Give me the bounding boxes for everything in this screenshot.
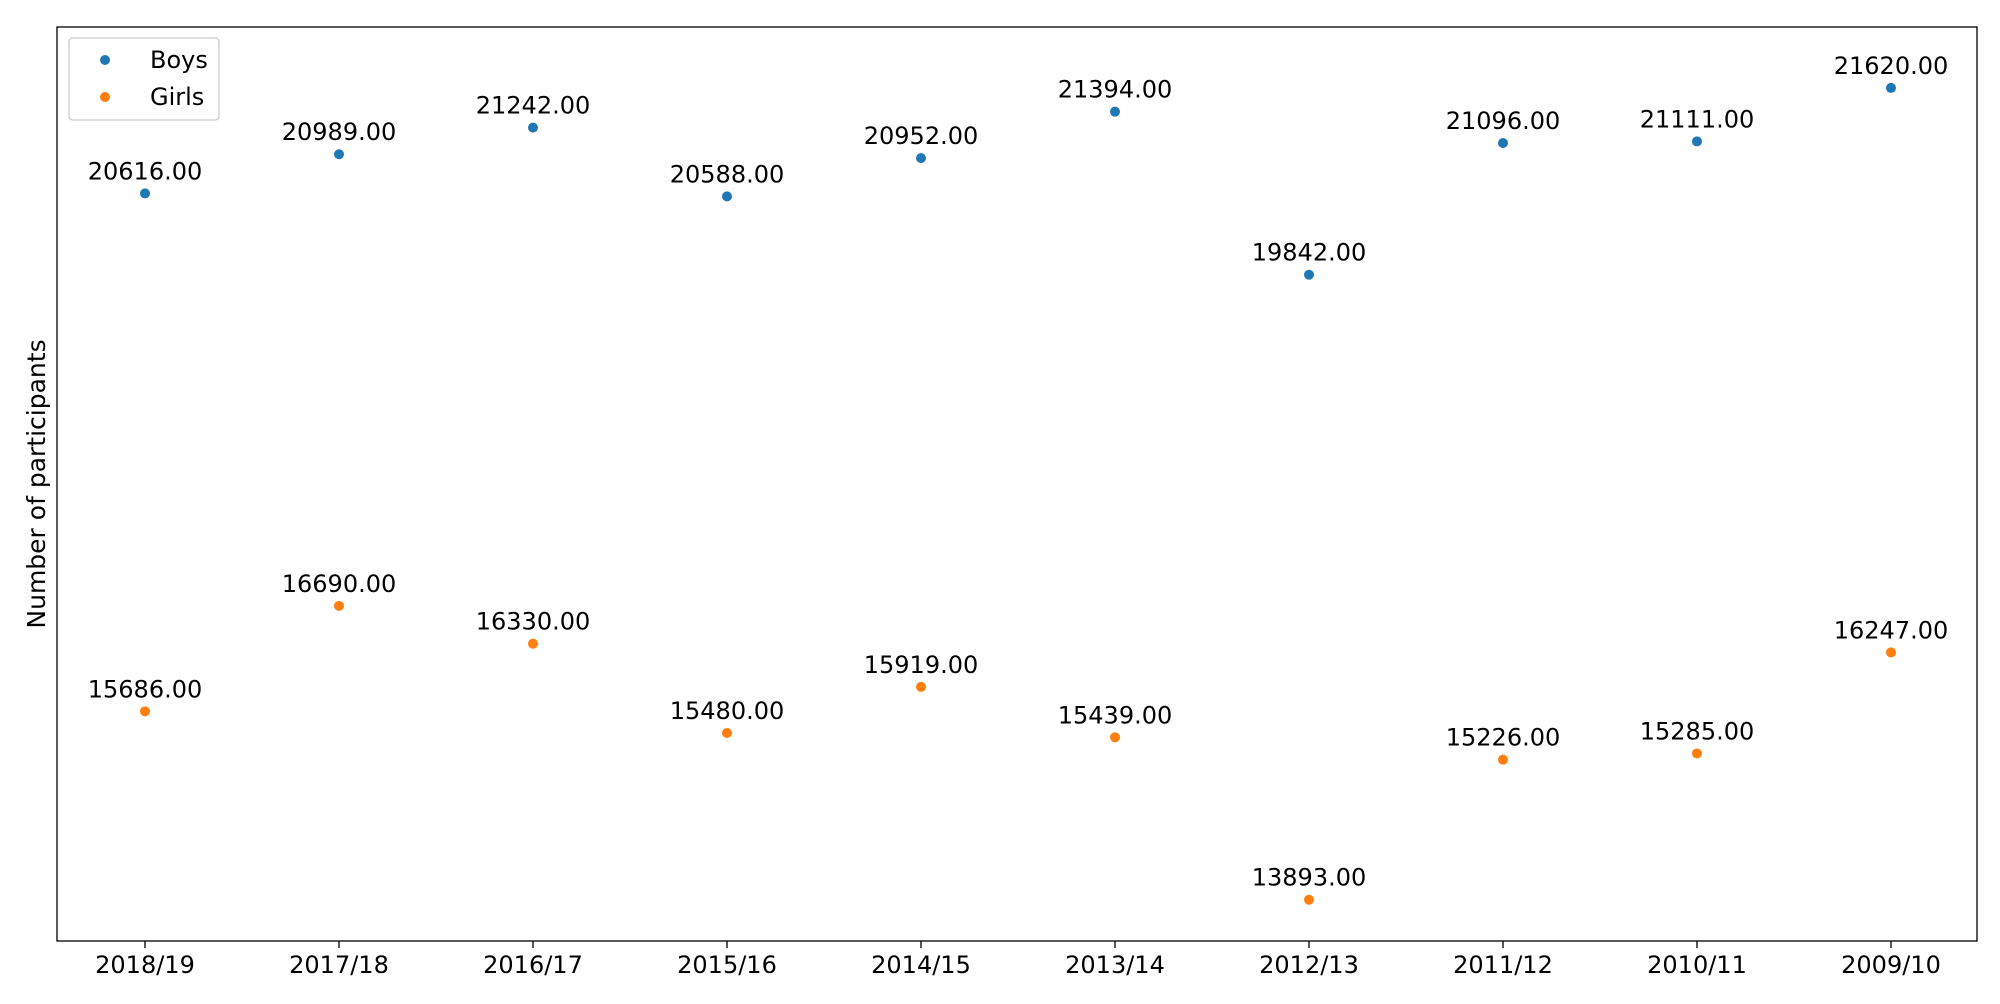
data-label-girls: 16330.00: [476, 608, 591, 636]
data-point-girls: [916, 681, 926, 692]
x-tick-label: 2009/10: [1841, 951, 1941, 979]
plot-frame: [56, 26, 1978, 942]
data-label-girls: 13893.00: [1252, 864, 1367, 892]
data-label-girls: 15686.00: [88, 675, 203, 703]
data-point-boys: [528, 122, 538, 133]
data-label-boys: 20952.00: [864, 122, 979, 150]
data-point-girls: [1692, 748, 1702, 759]
data-point-boys: [1304, 269, 1314, 280]
x-tick-label: 2012/13: [1259, 951, 1359, 979]
data-point-boys: [334, 149, 344, 160]
y-axis-title: Number of participants: [22, 339, 51, 628]
data-point-girls: [140, 706, 150, 717]
data-point-boys: [1886, 82, 1896, 93]
data-point-girls: [1886, 647, 1896, 658]
data-point-boys: [1110, 106, 1120, 117]
data-label-boys: 21242.00: [476, 92, 591, 120]
x-tick-label: 2011/12: [1453, 951, 1553, 979]
data-label-girls: 16690.00: [282, 570, 397, 598]
x-tick-label: 2015/16: [677, 951, 777, 979]
data-point-boys: [140, 188, 150, 199]
x-tick-label: 2014/15: [871, 951, 971, 979]
data-point-girls: [1498, 754, 1508, 765]
data-point-boys: [1692, 136, 1702, 147]
data-point-girls: [722, 727, 732, 738]
legend-label-girls: Girls: [150, 83, 204, 111]
data-label-boys: 21096.00: [1446, 107, 1561, 135]
data-label-girls: 15480.00: [670, 697, 785, 725]
data-label-boys: 21620.00: [1834, 52, 1949, 80]
data-point-girls: [1110, 732, 1120, 743]
data-point-boys: [916, 153, 926, 164]
x-tick-label: 2010/11: [1647, 951, 1747, 979]
x-tick-label: 2017/18: [289, 951, 389, 979]
legend: Boys Girls: [68, 37, 220, 121]
data-label-boys: 21111.00: [1640, 105, 1755, 133]
data-label-girls: 15285.00: [1640, 717, 1755, 745]
x-tick-label: 2016/17: [483, 951, 583, 979]
data-label-girls: 15439.00: [1058, 701, 1173, 729]
data-label-boys: 20616.00: [88, 157, 203, 185]
data-label-girls: 16247.00: [1834, 616, 1949, 644]
data-label-girls: 15226.00: [1446, 724, 1561, 752]
data-point-girls: [334, 600, 344, 611]
legend-label-boys: Boys: [150, 46, 208, 74]
legend-marker-girls: [100, 92, 110, 102]
data-label-girls: 15919.00: [864, 651, 979, 679]
data-label-boys: 20989.00: [282, 118, 397, 146]
data-label-boys: 21394.00: [1058, 76, 1173, 104]
x-axis-ticks: 2018/19 2017/18 2016/17 2015/16 2014/15 2013/…: [95, 941, 1941, 979]
data-point-girls: [1304, 894, 1314, 905]
data-label-boys: 20588.00: [670, 160, 785, 188]
data-point-girls: [528, 638, 538, 649]
data-point-boys: [1498, 137, 1508, 148]
x-tick-label: 2013/14: [1065, 951, 1165, 979]
data-point-boys: [722, 191, 732, 202]
legend-marker-boys: [100, 55, 110, 65]
x-tick-label: 2018/19: [95, 951, 195, 979]
marks-layer: 20616.00 20989.00 21242.00 20588.00 20952.00…: [88, 52, 1949, 905]
data-label-boys: 19842.00: [1252, 239, 1367, 267]
